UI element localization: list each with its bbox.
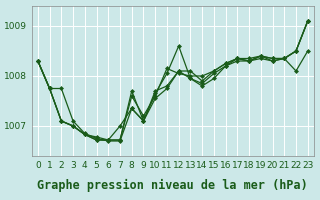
Text: Graphe pression niveau de la mer (hPa): Graphe pression niveau de la mer (hPa) xyxy=(37,179,308,192)
